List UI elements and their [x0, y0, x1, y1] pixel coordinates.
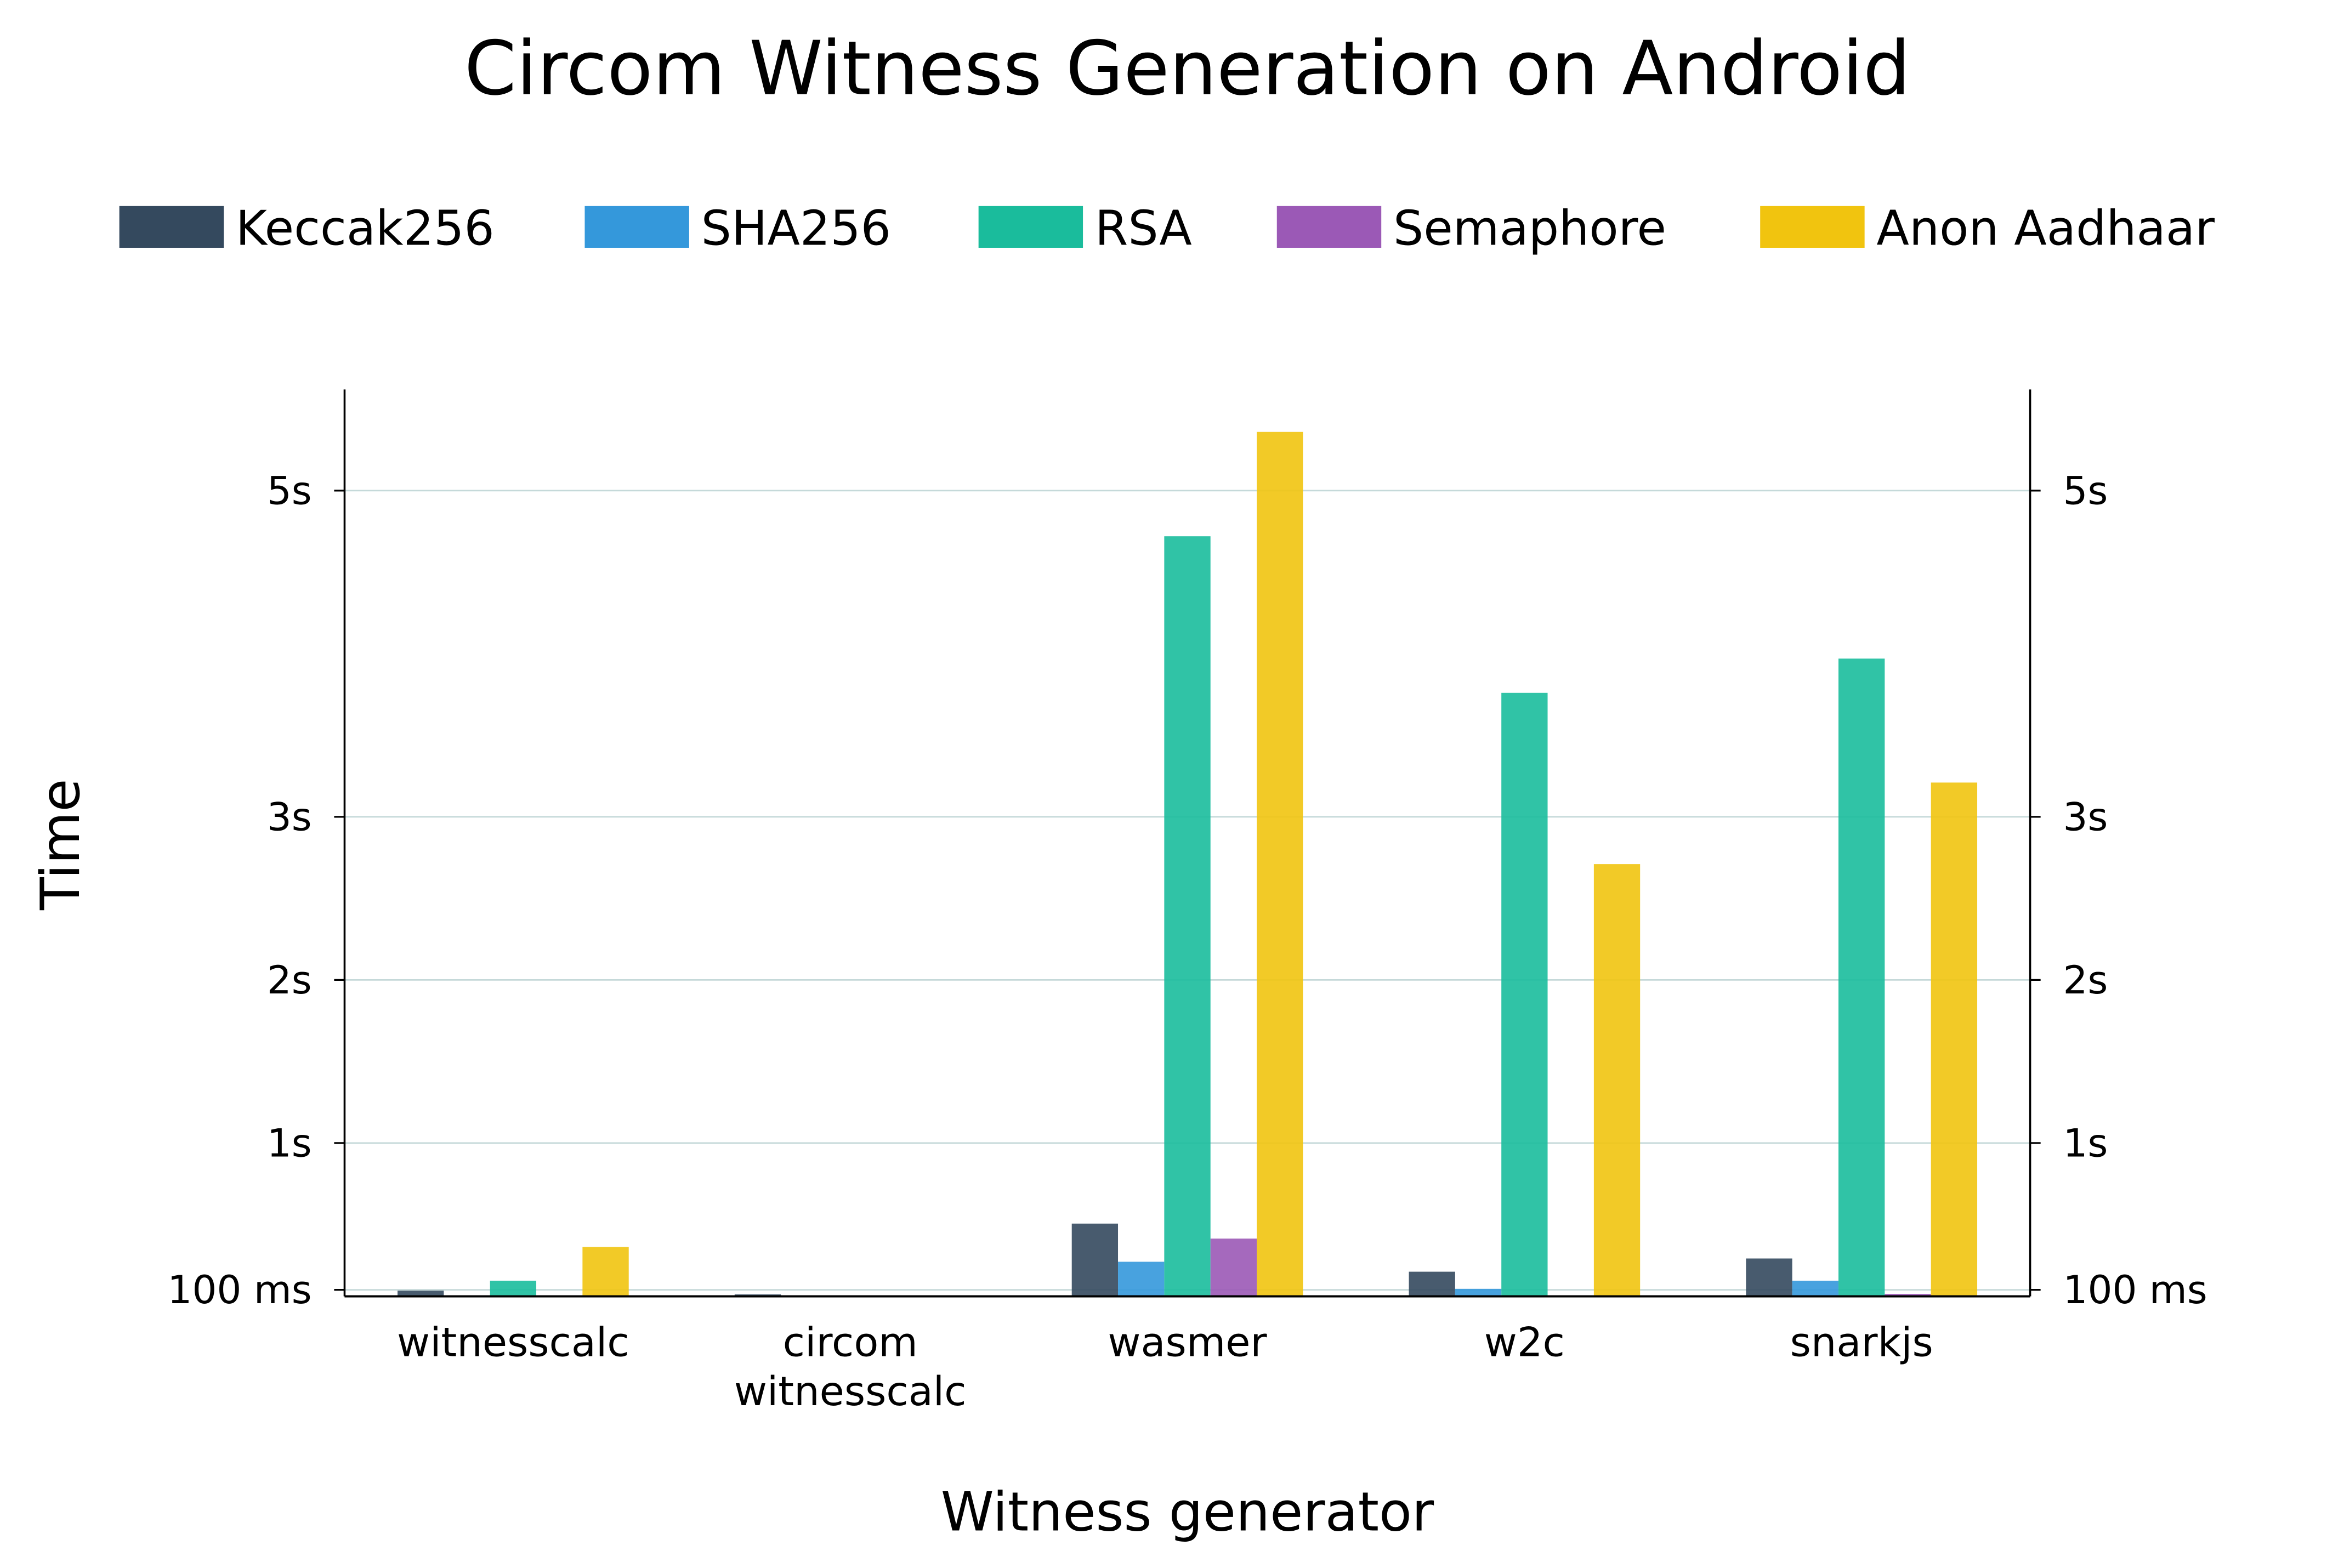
- bar-sha256: [1792, 1280, 1839, 1297]
- x-tick-label: wasmer: [1108, 1319, 1267, 1366]
- bar-anon-aadhaar: [1257, 431, 1303, 1297]
- bar-sha256: [1118, 1262, 1165, 1297]
- y-axis-label: Time: [30, 779, 92, 911]
- bar-semaphore: [1885, 1294, 1931, 1297]
- legend-item: RSA: [978, 201, 1192, 257]
- legend-swatch: [584, 206, 689, 248]
- x-tick-label: snarkjs: [1790, 1319, 1933, 1366]
- x-tick-label: circom: [783, 1319, 918, 1366]
- x-axis-label: Witness generator: [941, 1481, 1434, 1544]
- y-tick-label-right: 1s: [2063, 1120, 2108, 1166]
- legend-item: Anon Aadhaar: [1760, 201, 2215, 257]
- bar-anon-aadhaar: [582, 1247, 629, 1297]
- legend: Keccak256 SHA256 RSA Semaphore Anon Aadhaar: [119, 201, 2215, 257]
- y-tick-label-right: 3s: [2063, 794, 2108, 839]
- legend-swatch: [1760, 206, 1865, 248]
- x-tick-label: witnesscalc: [734, 1368, 967, 1415]
- legend-label: SHA256: [701, 201, 891, 257]
- y-tick-label-right: 2s: [2063, 957, 2108, 1003]
- y-tick-label-left: 3s: [267, 794, 312, 839]
- bar-keccak256: [1746, 1258, 1792, 1297]
- legend-label: Semaphore: [1393, 201, 1666, 257]
- legend-item: Keccak256: [119, 201, 495, 257]
- bar-keccak256: [398, 1291, 444, 1297]
- bar-rsa: [1164, 536, 1211, 1297]
- bar-sha256: [1455, 1288, 1502, 1297]
- y-tick-label-left: 2s: [267, 957, 312, 1003]
- legend-label: Keccak256: [236, 201, 495, 257]
- legend-label: RSA: [1095, 201, 1192, 257]
- legend-item: Semaphore: [1276, 201, 1666, 257]
- bar-anon-aadhaar: [1593, 864, 1641, 1297]
- legend-swatch: [119, 206, 224, 248]
- bars: [398, 431, 1978, 1297]
- y-tick-label-right: 100 ms: [2063, 1267, 2207, 1313]
- legend-label: Anon Aadhaar: [1876, 201, 2215, 257]
- x-tick-label: witnesscalc: [397, 1319, 629, 1366]
- bar-keccak256: [1071, 1223, 1119, 1297]
- x-tick-label: w2c: [1484, 1319, 1565, 1366]
- chart-title: Circom Witness Generation on Android: [464, 26, 1910, 112]
- bar-rsa: [1838, 658, 1885, 1297]
- legend-swatch: [1276, 206, 1382, 248]
- bar-rsa: [1501, 692, 1548, 1297]
- y-tick-label-left: 5s: [267, 468, 312, 513]
- bar-keccak256: [1409, 1271, 1455, 1297]
- legend-swatch: [978, 206, 1083, 248]
- bar-semaphore: [1210, 1239, 1257, 1297]
- bar-anon-aadhaar: [1931, 782, 1978, 1297]
- y-tick-label-left: 1s: [267, 1120, 312, 1166]
- legend-item: SHA256: [584, 201, 891, 257]
- y-tick-label-right: 5s: [2063, 468, 2108, 513]
- bar-rsa: [490, 1280, 537, 1297]
- y-tick-label-left: 100 ms: [167, 1267, 311, 1313]
